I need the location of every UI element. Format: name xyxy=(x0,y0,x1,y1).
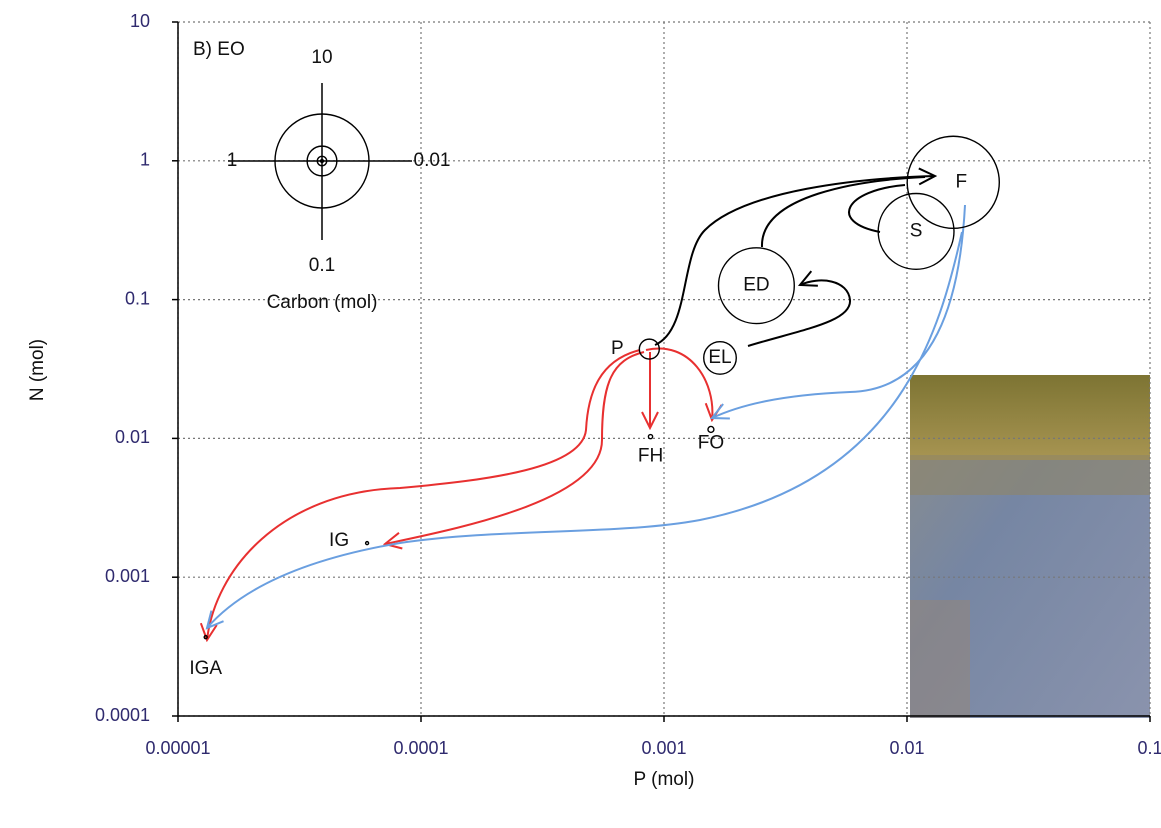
point-label: FO xyxy=(698,432,724,453)
size-legend-label: 0.1 xyxy=(309,255,335,276)
point-label: IGA xyxy=(189,658,222,679)
bubble xyxy=(648,435,652,439)
chart: 0.0001 0.001 0.01 0.1 1 10 0.00001 0.0001 0.001 0… xyxy=(0,0,1161,828)
size-legend-label: 10 xyxy=(311,47,332,68)
point-label: IG xyxy=(329,530,349,551)
panel-label: B) EO xyxy=(193,39,245,60)
bubble xyxy=(204,636,207,639)
y-tick-label: 0.1 xyxy=(125,288,150,308)
bubble xyxy=(907,136,999,228)
point-label: P xyxy=(611,338,624,359)
point-label: FH xyxy=(638,446,663,467)
size-legend-label: 0.01 xyxy=(414,150,451,171)
y-tick-label: 10 xyxy=(130,11,150,31)
flow-arrows xyxy=(207,176,965,640)
y-tick-label: 0.01 xyxy=(115,427,150,447)
x-tick-label: 0.1 xyxy=(1137,738,1161,758)
y-tick-label: 0.001 xyxy=(105,566,150,586)
x-tick-label: 0.001 xyxy=(641,738,686,758)
size-legend-title: Carbon (mol) xyxy=(267,292,378,313)
photo-inset xyxy=(910,375,1150,718)
x-tick-label: 0.0001 xyxy=(393,738,448,758)
point-label: ED xyxy=(743,275,769,296)
y-axis-title: N (mol) xyxy=(27,339,48,401)
point-label: S xyxy=(910,220,923,241)
y-tick-label: 1 xyxy=(140,150,150,170)
point-label: F xyxy=(955,171,967,192)
point-label: EL xyxy=(708,347,731,368)
bubble xyxy=(366,542,369,545)
y-tick-label: 0.0001 xyxy=(95,705,150,725)
size-legend-label: 1 xyxy=(227,150,238,171)
x-axis-title: P (mol) xyxy=(634,769,695,790)
x-tick-label: 0.00001 xyxy=(145,738,210,758)
x-tick-label: 0.01 xyxy=(889,738,924,758)
